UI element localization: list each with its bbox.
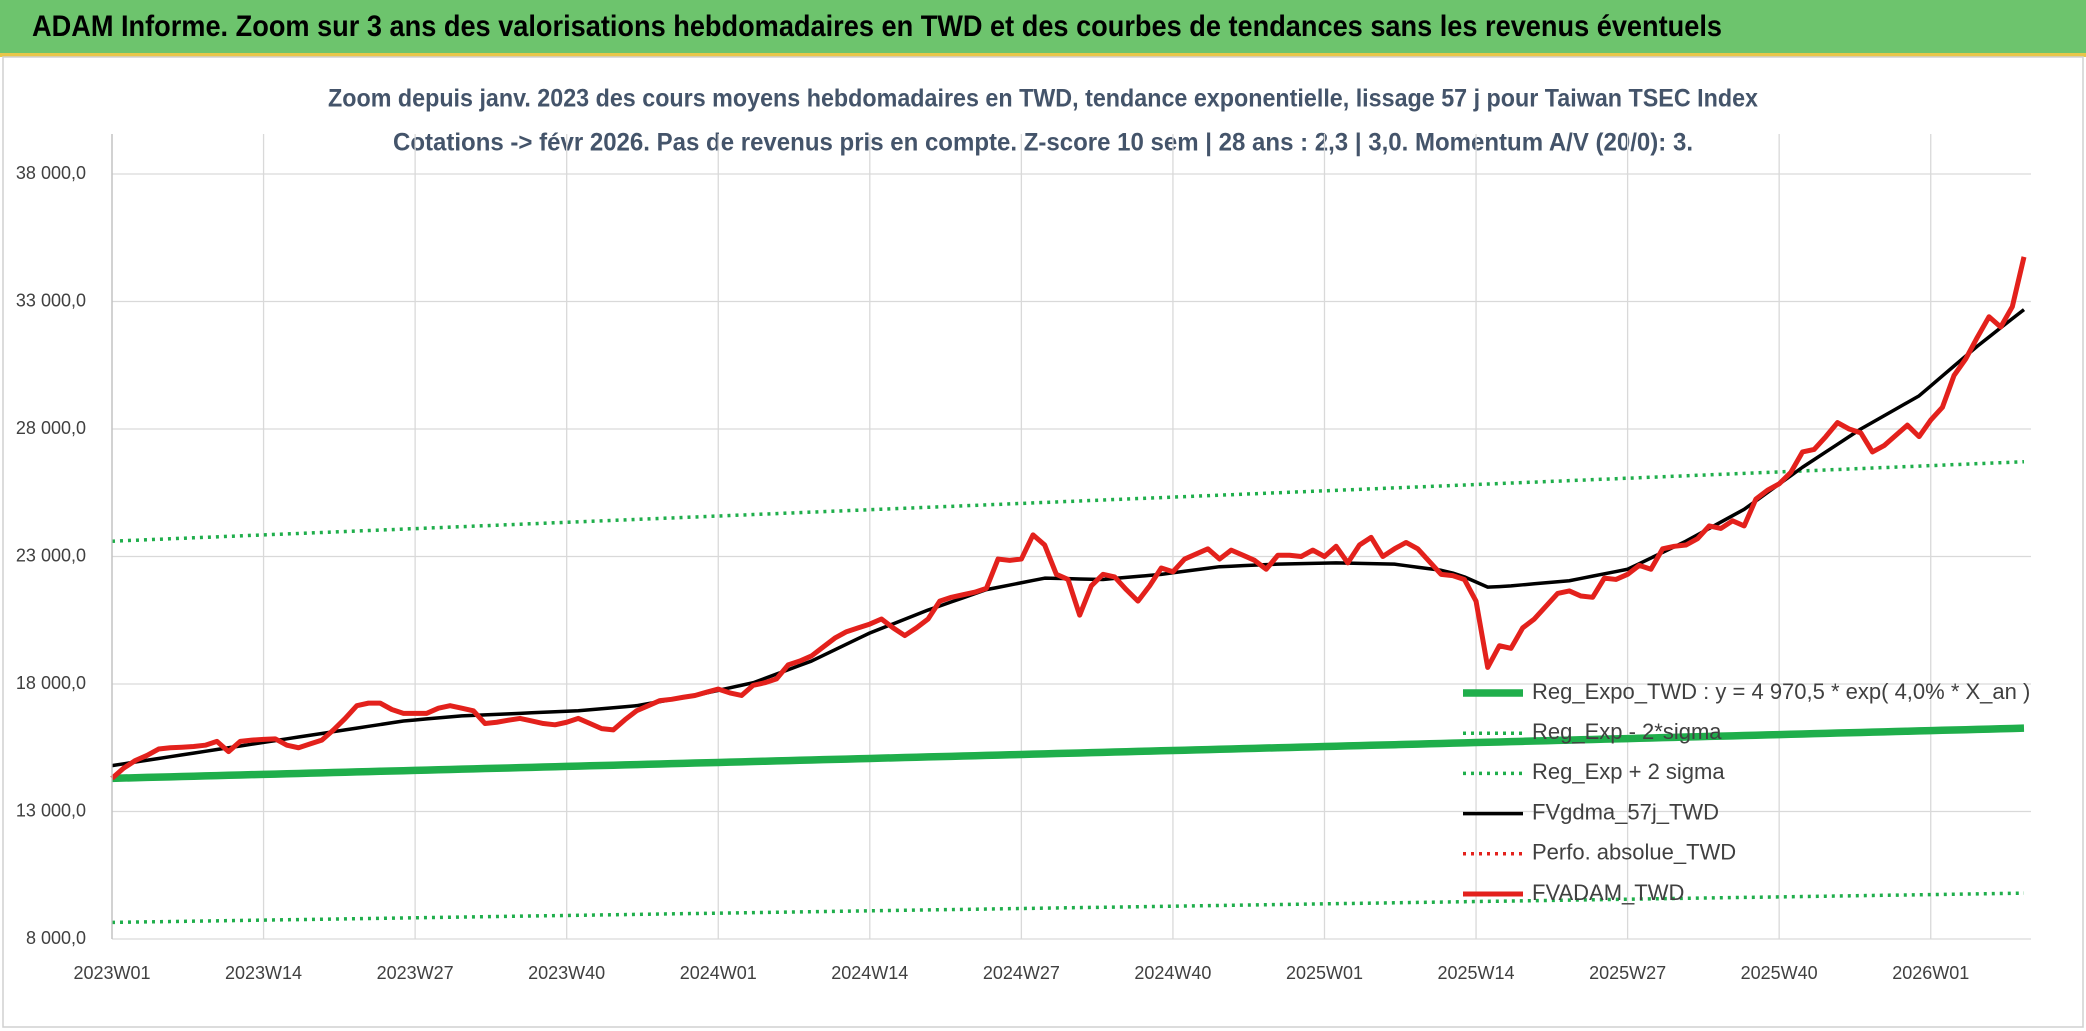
legend-label: Reg_Exp + 2 sigma (1532, 759, 1725, 784)
legend-label: FVADAM_TWD (1532, 880, 1684, 905)
series-line (110, 256, 2027, 781)
legend-label: Reg_Expo_TWD : y = 4 970,5 * exp( 4,0% *… (1532, 679, 2030, 704)
header-bar (0, 0, 2086, 53)
x-tick-label: 2026W01 (1892, 963, 1969, 983)
plot-area (110, 256, 2027, 925)
y-tick-label: 28 000,0 (16, 418, 86, 438)
y-tick-label: 13 000,0 (16, 800, 86, 820)
x-tick-label: 2023W01 (73, 963, 150, 983)
y-tick-label: 18 000,0 (16, 673, 86, 693)
x-tick-label: 2025W14 (1438, 963, 1515, 983)
chart-frame (2, 56, 2084, 1028)
legend-label: Perfo. absolue_TWD (1532, 840, 1736, 865)
header-rule (0, 53, 2086, 57)
x-tick-label: 2023W14 (225, 963, 302, 983)
x-tick-label: 2024W27 (983, 963, 1060, 983)
x-tick-label: 2025W01 (1286, 963, 1363, 983)
y-tick-label: 38 000,0 (16, 163, 86, 183)
x-tick-label: 2023W27 (377, 963, 454, 983)
x-tick-label: 2024W14 (831, 963, 908, 983)
header-title: ADAM Informe. Zoom sur 3 ans des valoris… (32, 10, 1722, 43)
x-tick-label: 2024W40 (1134, 963, 1211, 983)
chart-subtitle: Zoom depuis janv. 2023 des cours moyens … (328, 85, 1758, 113)
axes: 8 000,0 13 000,0 18 000,0 23 000,0 28 000,0 3… (16, 134, 1969, 983)
series-line (111, 724, 2025, 783)
y-tick-label: 23 000,0 (16, 545, 86, 565)
legend: Reg_Expo_TWD : y = 4 970,5 * exp( 4,0% *… (1463, 679, 2030, 905)
chart-subtitle: Cotations -> févr 2026. Pas de revenus p… (393, 129, 1693, 157)
legend-label: Reg_Exp - 2*sigma (1532, 719, 1722, 744)
grid (111, 134, 2031, 940)
legend-label: FVgdma_57j_TWD (1532, 799, 1719, 824)
x-tick-label: 2024W01 (680, 963, 757, 983)
x-tick-label: 2025W40 (1741, 963, 1818, 983)
x-tick-label: 2025W27 (1589, 963, 1666, 983)
y-tick-label: 8 000,0 (26, 928, 86, 948)
series-line (111, 459, 2025, 543)
series-line (111, 891, 2025, 925)
x-tick-label: 2023W40 (528, 963, 605, 983)
y-tick-label: 33 000,0 (16, 290, 86, 310)
